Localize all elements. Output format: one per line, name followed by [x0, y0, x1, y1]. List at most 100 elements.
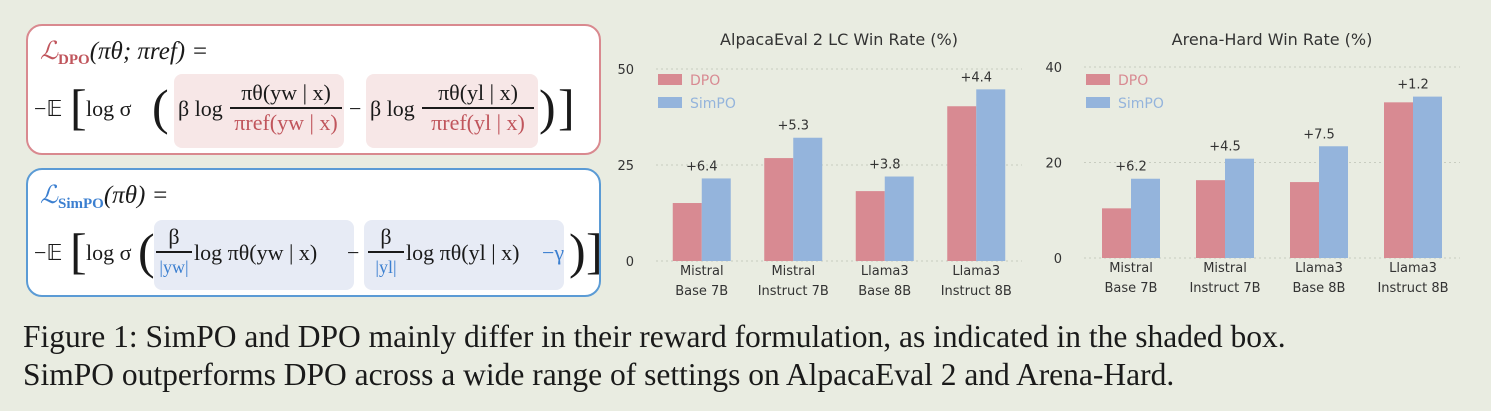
x-tick-label: Llama3 [861, 264, 909, 279]
x-tick-label: Llama3 [952, 264, 1000, 279]
delta-annotation: +4.5 [1209, 140, 1241, 155]
loss-symbol: ℒ [40, 36, 59, 65]
left-bracket: [ [70, 223, 87, 279]
frac2-denominator: |yl| [375, 256, 397, 277]
log-sigma: log σ [86, 240, 132, 265]
bar-dpo [855, 191, 885, 261]
y-tick-label: 20 [1045, 157, 1062, 172]
simpo-shaded-term-1 [154, 220, 354, 290]
frac2-denominator: πref(yl | x) [431, 109, 525, 135]
bar-dpo [947, 106, 977, 261]
x-tick-label: Mistral [771, 264, 815, 279]
loss-args: (πθ) = [103, 182, 169, 209]
delta-annotation: +1.2 [1397, 78, 1429, 93]
x-tick-label: Base 8B [858, 284, 911, 299]
x-tick-label: Instruct 7B [1189, 281, 1260, 296]
frac2-numerator: πθ(yl | x) [438, 80, 518, 105]
x-tick-label: Base 8B [1293, 281, 1346, 296]
dpo-fraction-1: πθ(yw | x) πref(yw | x) [230, 80, 342, 136]
term2-beta-log: β log [370, 96, 415, 121]
x-tick-label: Llama3 [1295, 261, 1343, 276]
right-paren: ) [569, 223, 586, 279]
delta-annotation: +6.2 [1115, 160, 1147, 175]
x-tick-label: Mistral [1109, 261, 1153, 276]
bar-dpo [1290, 182, 1319, 258]
delta-annotation: +4.4 [960, 70, 992, 85]
bar-dpo [1196, 180, 1225, 258]
dpo-shaded-term-2 [366, 74, 538, 148]
legend-label-dpo: DPO [1118, 73, 1148, 89]
y-tick-label: 40 [1045, 61, 1062, 76]
chart-title: Arena-Hard Win Rate (%) [1172, 30, 1373, 49]
legend-swatch-simpo [658, 97, 682, 108]
dpo-shaded-term-1 [174, 74, 344, 148]
term1-beta-log: β log [178, 96, 223, 121]
frac1-numerator: β [168, 224, 180, 249]
alpacaeval-chart: AlpacaEval 2 LC Win Rate (%) 0 25 50 +6.4 Mis… [617, 30, 1022, 299]
bar-simpo [1131, 178, 1160, 258]
bar-simpo [1319, 146, 1348, 258]
frac2-numerator: β [380, 224, 392, 249]
minus-sign: − [347, 240, 360, 265]
x-tick-label: Base 7B [1105, 281, 1158, 296]
loss-symbol: ℒ [40, 180, 59, 209]
simpo-formula-body: −𝔼 [ log σ ( β |yw| log πθ(yw | x) − β |… [34, 218, 603, 292]
caption-line-1: Figure 1: SimPO and DPO mainly differ in… [23, 319, 1286, 354]
delta-annotation: +6.4 [686, 159, 718, 174]
simpo-fraction-1: β |yw| [156, 224, 192, 280]
bar-simpo [701, 178, 731, 261]
arenahard-chart: Arena-Hard Win Rate (%) 0 20 40 +6.2 Mistral B… [1045, 30, 1460, 296]
legend-swatch-simpo [1086, 97, 1110, 108]
delta-annotation: +7.5 [1303, 127, 1335, 142]
simpo-shaded-term-2 [364, 220, 564, 290]
right-paren: ) [539, 79, 556, 135]
log-sigma: log σ [86, 96, 132, 121]
simpo-loss-title: ℒSimPO(πθ) = [40, 180, 168, 213]
bar-simpo [976, 89, 1006, 262]
delta-annotation: +3.8 [869, 158, 901, 173]
bar-dpo [1102, 208, 1131, 258]
right-bracket: ] [558, 79, 575, 135]
expectation: −𝔼 [34, 240, 63, 265]
y-tick-label: 25 [617, 159, 634, 174]
loss-args: (πθ; πref) = [89, 38, 209, 65]
gamma-margin: −γ [542, 240, 565, 265]
chart-title: AlpacaEval 2 LC Win Rate (%) [720, 30, 958, 49]
simpo-fraction-2: β |yl| [368, 224, 404, 280]
bar-simpo [793, 137, 823, 261]
bar-dpo [764, 158, 794, 261]
x-tick-label: Instruct 7B [758, 284, 829, 299]
loss-subscript: DPO [58, 52, 90, 68]
legend-label-simpo: SimPO [690, 96, 736, 112]
term2-log-policy: log πθ(yl | x) [406, 240, 520, 265]
dpo-formula-box: ℒDPO(πθ; πref) = −𝔼 [ log σ ( β log πθ(y… [26, 24, 601, 155]
x-tick-label: Instruct 8B [941, 284, 1012, 299]
dpo-loss-title: ℒDPO(πθ; πref) = [40, 36, 208, 69]
bar-dpo [672, 203, 702, 261]
bar-simpo [1413, 96, 1442, 258]
left-bracket: [ [70, 79, 87, 135]
term1-log-policy: log πθ(yw | x) [194, 240, 318, 265]
delta-annotation: +5.3 [777, 119, 809, 134]
y-tick-label: 0 [1054, 252, 1062, 267]
bar-dpo [1384, 102, 1413, 259]
right-bracket: ] [586, 223, 603, 279]
dpo-fraction-2: πθ(yl | x) πref(yl | x) [422, 80, 534, 136]
legend-label-dpo: DPO [690, 73, 720, 89]
frac1-numerator: πθ(yw | x) [241, 80, 331, 105]
y-tick-label: 50 [617, 63, 634, 78]
caption-line-2: SimPO outperforms DPO across a wide rang… [23, 357, 1175, 392]
legend-label-simpo: SimPO [1118, 96, 1164, 112]
simpo-formula-box: ℒSimPO(πθ) = −𝔼 [ log σ ( β |yw| log πθ(… [26, 168, 603, 297]
figure-caption: Figure 1: SimPO and DPO mainly differ in… [23, 318, 1286, 394]
dpo-formula-body: −𝔼 [ log σ ( β log πθ(yw | x) πref(yw | … [34, 74, 593, 148]
minus-sign: − [349, 96, 362, 121]
legend-swatch-dpo [1086, 74, 1110, 85]
x-tick-label: Llama3 [1389, 261, 1437, 276]
frac1-denominator: πref(yw | x) [234, 109, 338, 135]
bar-simpo [1225, 158, 1254, 258]
x-tick-label: Base 7B [675, 284, 728, 299]
expectation: −𝔼 [34, 96, 63, 121]
x-tick-label: Mistral [680, 264, 724, 279]
left-paren: ( [138, 223, 155, 279]
